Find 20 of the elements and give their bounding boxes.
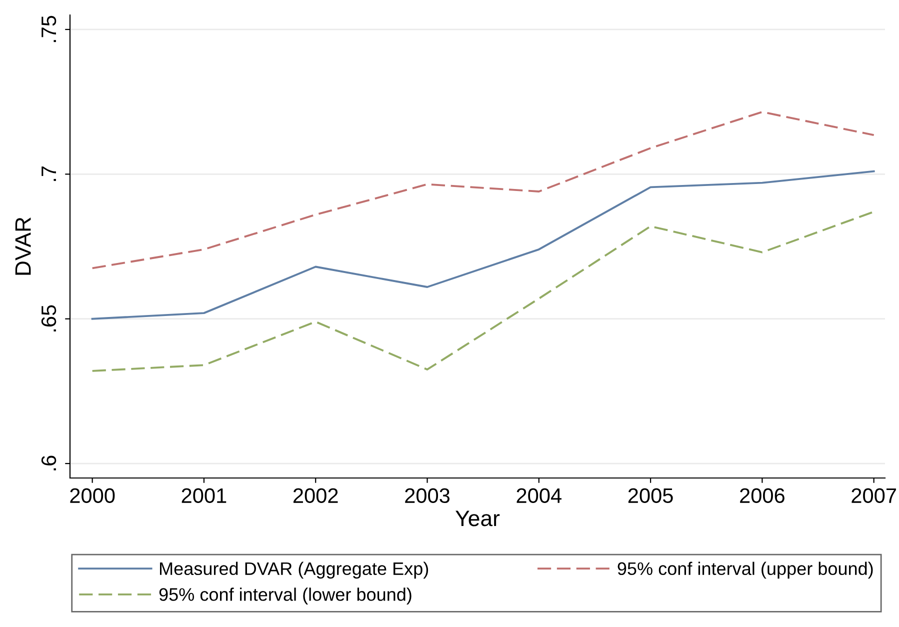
line-series [91, 170, 875, 320]
legend-label: Measured DVAR (Aggregate Exp) [160, 562, 428, 579]
line-series [91, 110, 875, 270]
y-axis-title: DVAR [15, 217, 31, 275]
y-tick-label: .6 [41, 456, 56, 470]
y-tick-label: .75 [42, 16, 56, 42]
x-tick-label: 2003 [405, 488, 450, 504]
x-tick-label: 2005 [628, 488, 673, 504]
x-tick-label: 2001 [182, 488, 226, 504]
x-axis-title: Year [456, 510, 500, 526]
x-tick-label: 2004 [516, 488, 562, 504]
x-tick-label: 2006 [740, 488, 784, 504]
x-tick-label: 2002 [293, 488, 338, 504]
line-series [91, 210, 875, 372]
y-tick-label: .7 [42, 166, 56, 181]
legend-label: 95% conf interval (lower bound) [159, 588, 412, 604]
y-tick-label: .65 [41, 305, 56, 332]
x-tick-label: 2000 [70, 488, 115, 504]
x-tick-label: 2007 [852, 488, 896, 504]
legend-label: 95% conf interval (upper bound) [618, 562, 873, 579]
